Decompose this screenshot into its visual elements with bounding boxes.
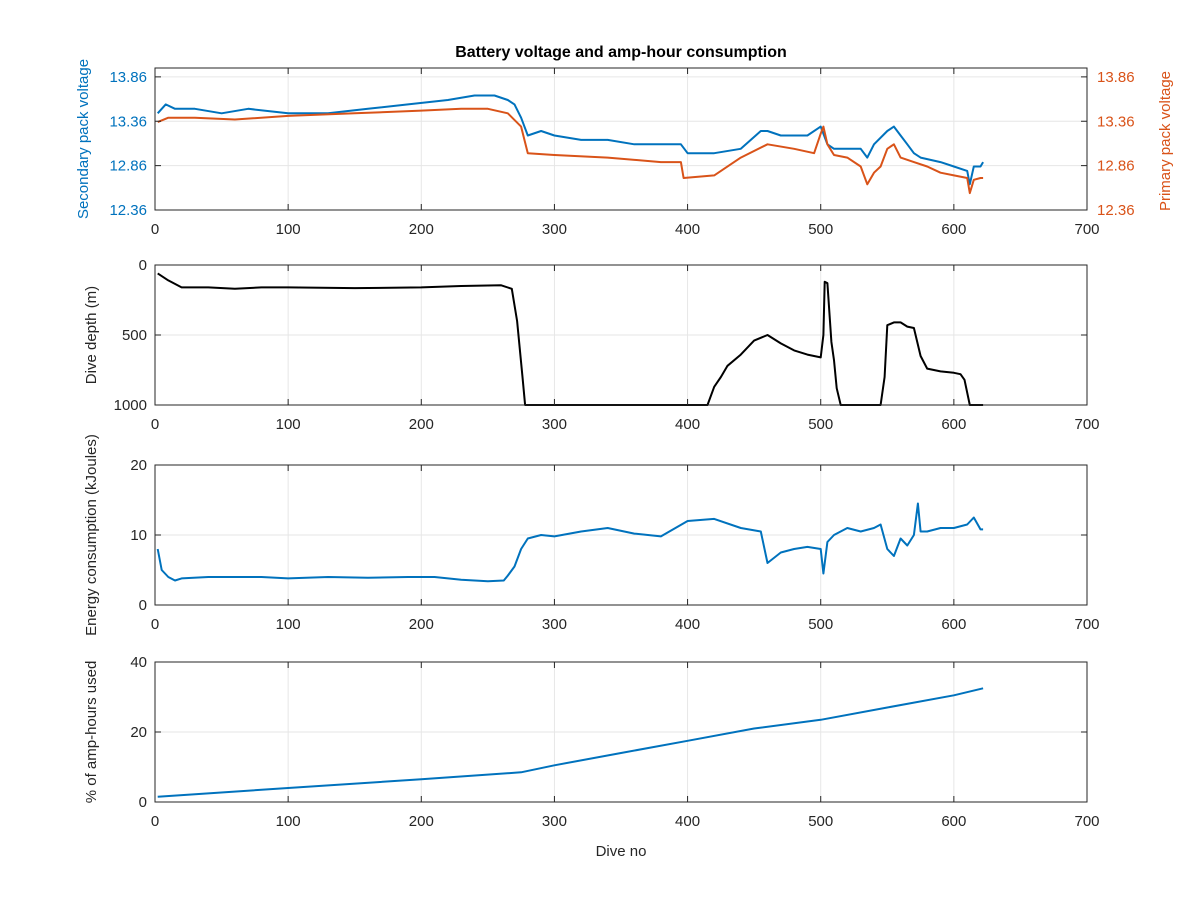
voltage-x-tick-label: 100 (276, 221, 301, 238)
voltage-x-tick-label: 600 (941, 221, 966, 238)
depth-x-tick-label: 0 (151, 416, 159, 433)
voltage-series-line-left (156, 94, 984, 186)
voltage-x-tick-label: 500 (808, 221, 833, 238)
amp-hours-x-tick-label: 700 (1074, 813, 1099, 830)
energy-x-tick-label: 600 (941, 616, 966, 633)
energy-y-tick-label: 0 (139, 597, 147, 614)
voltage-y-tick-label-right: 13.86 (1097, 69, 1135, 86)
depth-x-tick-label: 600 (941, 416, 966, 433)
amp-hours-y-tick-label: 20 (130, 724, 147, 741)
amp-hours-y-tick-label: 40 (130, 654, 147, 671)
energy-x-tick-label: 700 (1074, 616, 1099, 633)
voltage-y-tick-label: 12.86 (109, 158, 147, 175)
depth-y-tick-label: 1000 (114, 397, 147, 414)
voltage-y-tick-label-right: 12.86 (1097, 158, 1135, 175)
depth-y-axis-label: Dive depth (m) (83, 286, 100, 384)
voltage-y-axis-label: Secondary pack voltage (75, 59, 92, 219)
energy-x-tick-label: 500 (808, 616, 833, 633)
amp-hours-x-tick-label: 0 (151, 813, 159, 830)
voltage-subplot: 0 100 200 300 400 500 600 700 12.36 12.86 13.36 13.… (75, 59, 1174, 238)
voltage-y-tick-label-right: 12.36 (1097, 202, 1135, 219)
amp-hours-y-axis-label: % of amp-hours used (83, 661, 100, 804)
depth-x-tick-label: 100 (276, 416, 301, 433)
amp-hours-x-tick-label: 600 (941, 813, 966, 830)
voltage-x-tick-label: 400 (675, 221, 700, 238)
voltage-x-tick-label: 700 (1074, 221, 1099, 238)
depth-subplot: 0 100 200 300 400 500 600 700 0 500 1000 Dive depth… (83, 257, 1100, 433)
depth-y-tick-label: 500 (122, 327, 147, 344)
energy-y-tick-label: 10 (130, 527, 147, 544)
depth-x-tick-label: 500 (808, 416, 833, 433)
amp-hours-y-tick-label: 0 (139, 794, 147, 811)
depth-series-line-main (157, 272, 984, 406)
energy-y-axis-label: Energy consumption (kJoules) (83, 434, 100, 636)
voltage-axes-box (154, 67, 1088, 211)
voltage-plot-area (155, 68, 1087, 210)
energy-x-tick-label: 100 (276, 616, 301, 633)
voltage-y-tick-label: 12.36 (109, 202, 147, 219)
amp-hours-x-tick-label: 400 (675, 813, 700, 830)
amp-hours-subplot: 0 100 200 300 400 500 600 700 0 20 40 % of amp-hour… (83, 654, 1100, 830)
depth-x-tick-label: 400 (675, 416, 700, 433)
amp-hours-x-tick-label: 200 (409, 813, 434, 830)
energy-series-line-main (156, 502, 984, 583)
depth-y-tick-label: 0 (139, 257, 147, 274)
voltage-x-tick-label: 0 (151, 221, 159, 238)
depth-x-tick-label: 200 (409, 416, 434, 433)
voltage-x-tick-label: 300 (542, 221, 567, 238)
voltage-y-tick-label: 13.36 (109, 113, 147, 130)
amp-hours-x-tick-label: 500 (808, 813, 833, 830)
voltage-y-axis-label-right: Primary pack voltage (1157, 71, 1174, 211)
energy-y-tick-label: 20 (130, 457, 147, 474)
depth-x-tick-label: 300 (542, 416, 567, 433)
x-axis-label: Dive no (596, 843, 647, 860)
amp-hours-x-tick-label: 300 (542, 813, 567, 830)
voltage-x-tick-label: 200 (409, 221, 434, 238)
energy-x-tick-label: 400 (675, 616, 700, 633)
energy-x-tick-label: 300 (542, 616, 567, 633)
amp-hours-series-line-main (157, 687, 984, 798)
voltage-y-tick-label-right: 13.36 (1097, 113, 1135, 130)
figure-title: Battery voltage and amp-hour consumption (455, 44, 787, 61)
voltage-series-line-right (157, 107, 984, 195)
voltage-y-tick-label: 13.86 (109, 69, 147, 86)
depth-x-tick-label: 700 (1074, 416, 1099, 433)
energy-subplot: 0 100 200 300 400 500 600 700 0 10 20 Energy consum… (83, 434, 1100, 636)
energy-x-tick-label: 200 (409, 616, 434, 633)
amp-hours-x-tick-label: 100 (276, 813, 301, 830)
energy-x-tick-label: 0 (151, 616, 159, 633)
